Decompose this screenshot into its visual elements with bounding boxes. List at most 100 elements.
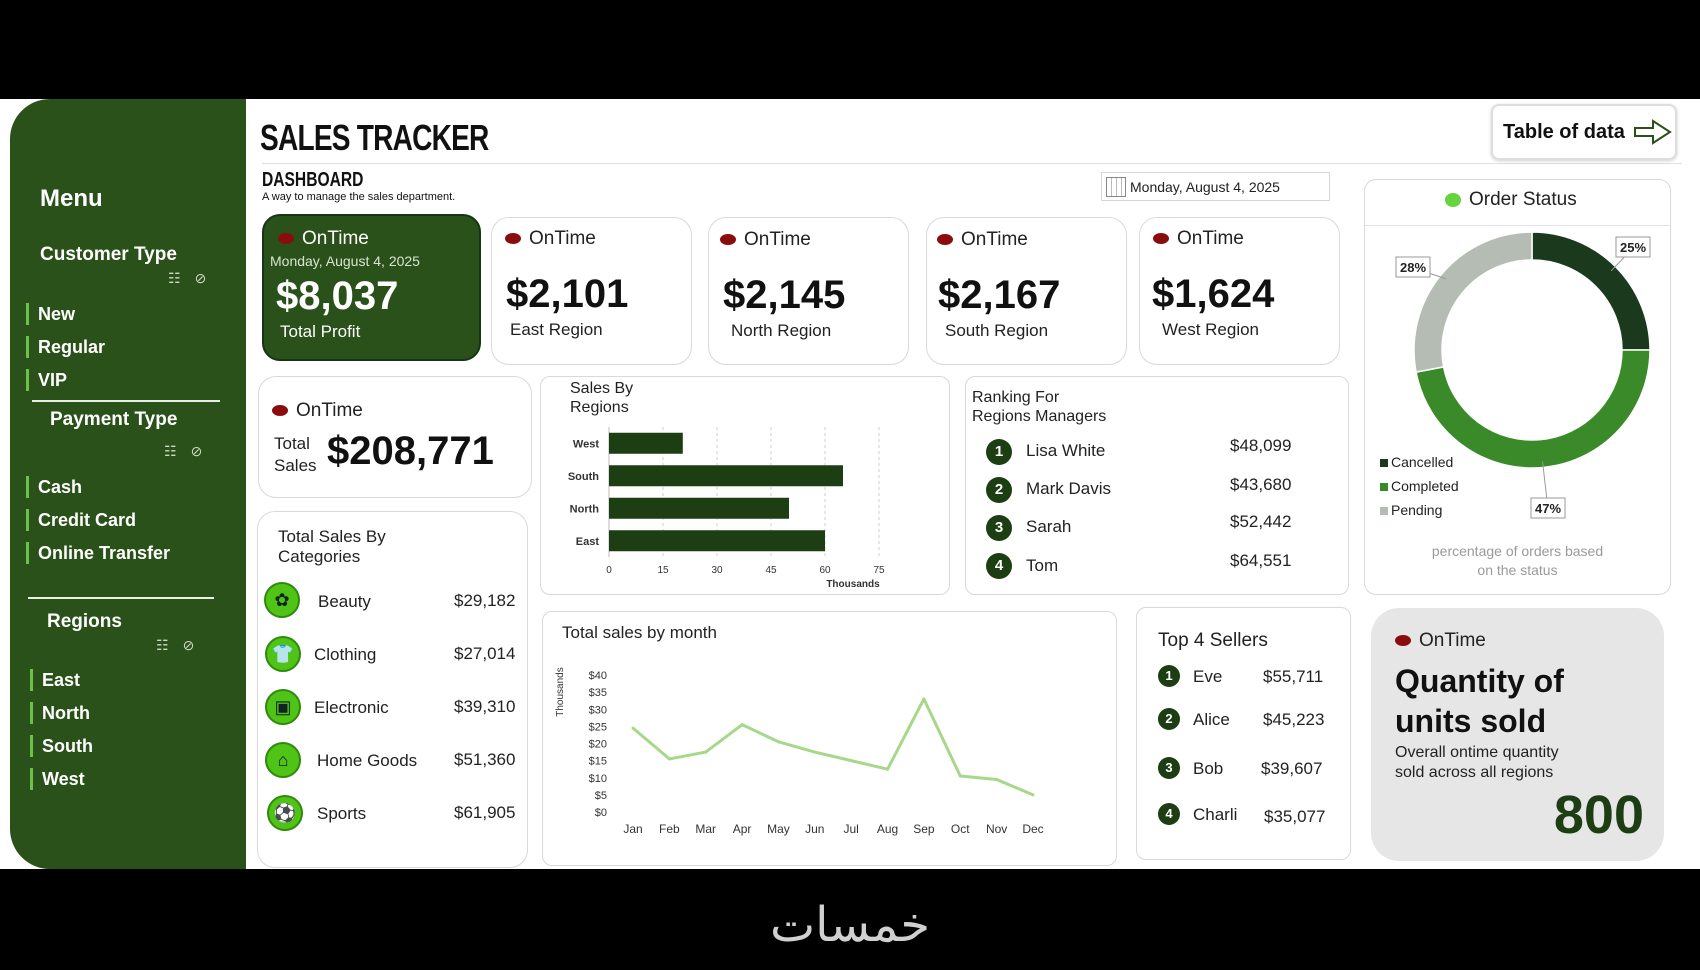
y-tick-label: South <box>568 471 599 483</box>
data-point <box>631 726 635 730</box>
quantity-desc-line1: Overall ontime quantity <box>1395 744 1559 761</box>
manager-value: $64,551 <box>1230 551 1292 570</box>
table-of-data-label: Table of data <box>1503 120 1625 143</box>
clear-filter-icon[interactable]: ⊘ <box>182 637 209 653</box>
date-picker[interactable]: Monday, August 4, 2025 <box>1101 172 1330 201</box>
rank-badge: 2 <box>1158 708 1180 730</box>
clear-filter-icon[interactable]: ⊘ <box>190 443 217 459</box>
kpi-value: $2,167 <box>938 273 1061 317</box>
rank-badge: 3 <box>1158 757 1180 779</box>
data-label-box <box>1395 256 1431 278</box>
data-label-box <box>1615 236 1651 258</box>
quantity-value: 800 <box>1553 785 1644 845</box>
data-point <box>704 750 708 754</box>
rank-badge: 2 <box>986 477 1012 503</box>
table-of-data-button[interactable]: Table of data <box>1491 104 1677 160</box>
x-tick-label: 60 <box>819 565 831 576</box>
kpi-value: $2,145 <box>723 273 846 317</box>
order-status-donut: 25% 47% 28% <box>1395 231 1651 519</box>
order-status-title: Order Status <box>1469 189 1577 210</box>
manager-value: $52,442 <box>1230 512 1292 531</box>
date-text: Monday, August 4, 2025 <box>1130 178 1280 195</box>
category-name: Clothing <box>314 645 377 664</box>
sidebar: Menu Customer Type ☷⊘ New Regular VIP Pa… <box>10 99 246 869</box>
category-name: Sports <box>317 804 367 823</box>
slicer-region-east[interactable]: East <box>30 669 80 691</box>
ranking-card: Ranking For Regions Managers 1 Lisa Whit… <box>965 376 1349 595</box>
slicer-customer-vip[interactable]: VIP <box>26 369 67 391</box>
seller-name: Charli <box>1193 805 1238 824</box>
x-tick-label: 0 <box>606 565 612 576</box>
rank-badge: 3 <box>986 515 1012 541</box>
slicer-region-south[interactable]: South <box>30 735 93 757</box>
data-label-box <box>1530 497 1566 519</box>
data-point <box>886 767 890 771</box>
card-divider <box>1365 225 1670 226</box>
x-tick-label: 15 <box>657 565 669 576</box>
kpi-total-sales: OnTime Total Sales $208,771 <box>258 376 532 498</box>
x-tick-label: Feb <box>659 822 680 836</box>
slicer-payment-online-transfer[interactable]: Online Transfer <box>26 542 170 564</box>
seller-name: Eve <box>1193 667 1223 686</box>
kpi-east-region: OnTime $2,101 East Region <box>491 217 692 365</box>
status-dot-icon <box>1395 635 1411 647</box>
regions-filter-icons: ☷⊘ <box>156 637 208 654</box>
slicer-customer-regular[interactable]: Regular <box>26 336 105 358</box>
data-point <box>740 723 744 727</box>
manager-name: Sarah <box>1026 517 1072 536</box>
kpi-west-region: OnTime $1,624 West Region <box>1139 217 1340 365</box>
y-tick-label: $10 <box>589 773 607 785</box>
sidebar-divider <box>32 400 220 402</box>
header-divider <box>262 163 1682 164</box>
arrow-right-icon <box>1633 119 1672 145</box>
data-point <box>995 777 999 781</box>
status-label: OnTime <box>1177 228 1244 249</box>
y-tick-label: $40 <box>589 670 607 682</box>
legend-item-completed: Completed <box>1380 474 1459 498</box>
slicer-customer-new[interactable]: New <box>26 303 75 325</box>
y-tick-label: $0 <box>595 807 607 819</box>
seller-value: $55,711 <box>1263 667 1324 686</box>
y-tick-label: $5 <box>595 790 607 802</box>
menu-title: Menu <box>40 185 103 212</box>
y-tick-label: East <box>576 536 600 548</box>
quantity-title-line1: Quantity of <box>1395 663 1564 699</box>
rank-badge: 4 <box>1158 803 1180 825</box>
status-dot-icon <box>937 234 953 246</box>
slicer-payment-credit-card[interactable]: Credit Card <box>26 509 136 531</box>
y-tick-label: North <box>570 503 600 515</box>
page-title: SALES TRACKER <box>260 117 489 158</box>
sports-ball-icon: ⚽ <box>267 795 303 831</box>
quantity-title-line2: units sold <box>1395 703 1547 739</box>
multi-select-icon[interactable]: ☷ <box>164 443 191 459</box>
status-dot-icon <box>1445 193 1461 207</box>
slicer-payment-cash[interactable]: Cash <box>26 476 82 498</box>
category-value: $29,182 <box>454 591 516 610</box>
monthly-chart-title: Total sales by month <box>562 623 717 642</box>
calendar-icon <box>1106 176 1126 197</box>
data-point <box>776 740 780 744</box>
manager-value: $43,680 <box>1230 475 1292 494</box>
donut-caption-line1: percentage of orders based <box>1431 543 1604 559</box>
y-tick-label: $30 <box>589 704 607 716</box>
clear-filter-icon[interactable]: ⊘ <box>194 270 221 286</box>
appliance-icon: ▣ <box>265 689 301 725</box>
rank-badge: 4 <box>986 553 1012 579</box>
slicer-region-north[interactable]: North <box>30 702 90 724</box>
monthly-line-chart: $0 $5 $10 $15 $20 $25 $30 $35 $40 Jan Feb Mar Apr May… <box>555 667 1044 836</box>
status-dot-icon <box>1153 233 1169 245</box>
data-point <box>813 750 817 754</box>
multi-select-icon[interactable]: ☷ <box>168 270 195 286</box>
x-tick-label: Aug <box>877 822 898 836</box>
category-value: $39,310 <box>454 697 516 716</box>
category-name: Home Goods <box>317 751 418 770</box>
region-chart-title-line1: Sales By <box>570 380 634 397</box>
kpi-value: $1,624 <box>1152 272 1275 316</box>
status-dot-icon <box>272 405 288 417</box>
slicer-region-west[interactable]: West <box>30 768 85 790</box>
multi-select-icon[interactable]: ☷ <box>156 637 183 653</box>
lotus-icon: ✿ <box>264 582 300 618</box>
y-tick-label: $25 <box>589 721 607 733</box>
status-label: OnTime <box>744 229 811 250</box>
payment-type-heading: Payment Type <box>50 409 178 430</box>
